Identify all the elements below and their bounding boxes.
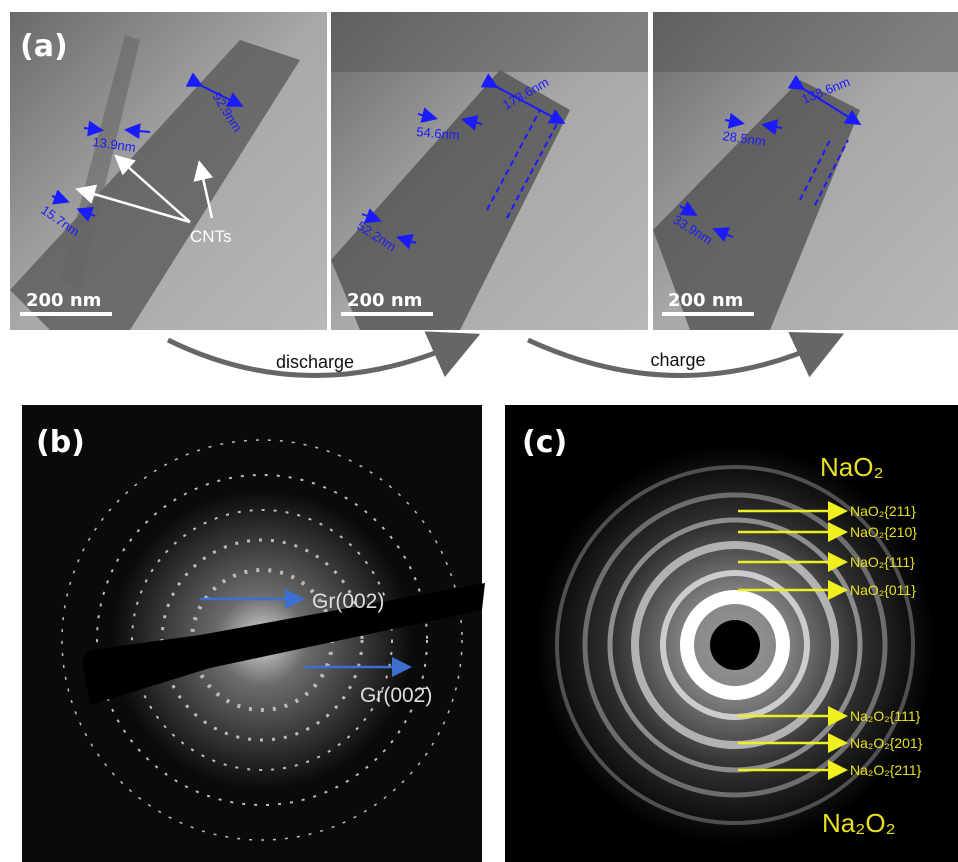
scale-label: 200 nm — [26, 290, 101, 311]
ring-label: NaO₂{211} — [850, 503, 916, 519]
diffraction-image — [505, 405, 958, 862]
ring-label: Na₂O₂{211} — [850, 762, 922, 778]
process-label: charge — [650, 350, 705, 370]
panel-label: (b) — [36, 425, 85, 460]
ring-label: NaO₂{011} — [850, 582, 916, 598]
tem-image — [653, 12, 958, 330]
figure: (a) 92.9nm 13.9nm 15.7nm 173.6nm 54.6nm … — [0, 0, 958, 862]
ring-label: Na₂O₂{201} — [850, 735, 923, 751]
diffraction-image — [22, 405, 485, 862]
scale-label: 200 nm — [347, 290, 422, 311]
ring-label: Gr(002) — [312, 590, 384, 613]
process-label: discharge — [276, 352, 354, 372]
ring-label: Gr(002̄) — [360, 684, 432, 707]
panel-label: (c) — [522, 425, 567, 460]
panel-label: (a) — [20, 29, 68, 64]
annotation: CNTs — [190, 227, 232, 246]
tem-image — [331, 12, 648, 330]
ring-label: NaO₂{111} — [850, 554, 915, 570]
phase-label: NaO₂ — [820, 452, 884, 482]
scale-label: 200 nm — [668, 290, 743, 311]
ring-label: Na₂O₂{111} — [850, 708, 921, 724]
ring-label: NaO₂{210} — [850, 524, 917, 540]
phase-label: Na₂O₂ — [822, 808, 896, 838]
